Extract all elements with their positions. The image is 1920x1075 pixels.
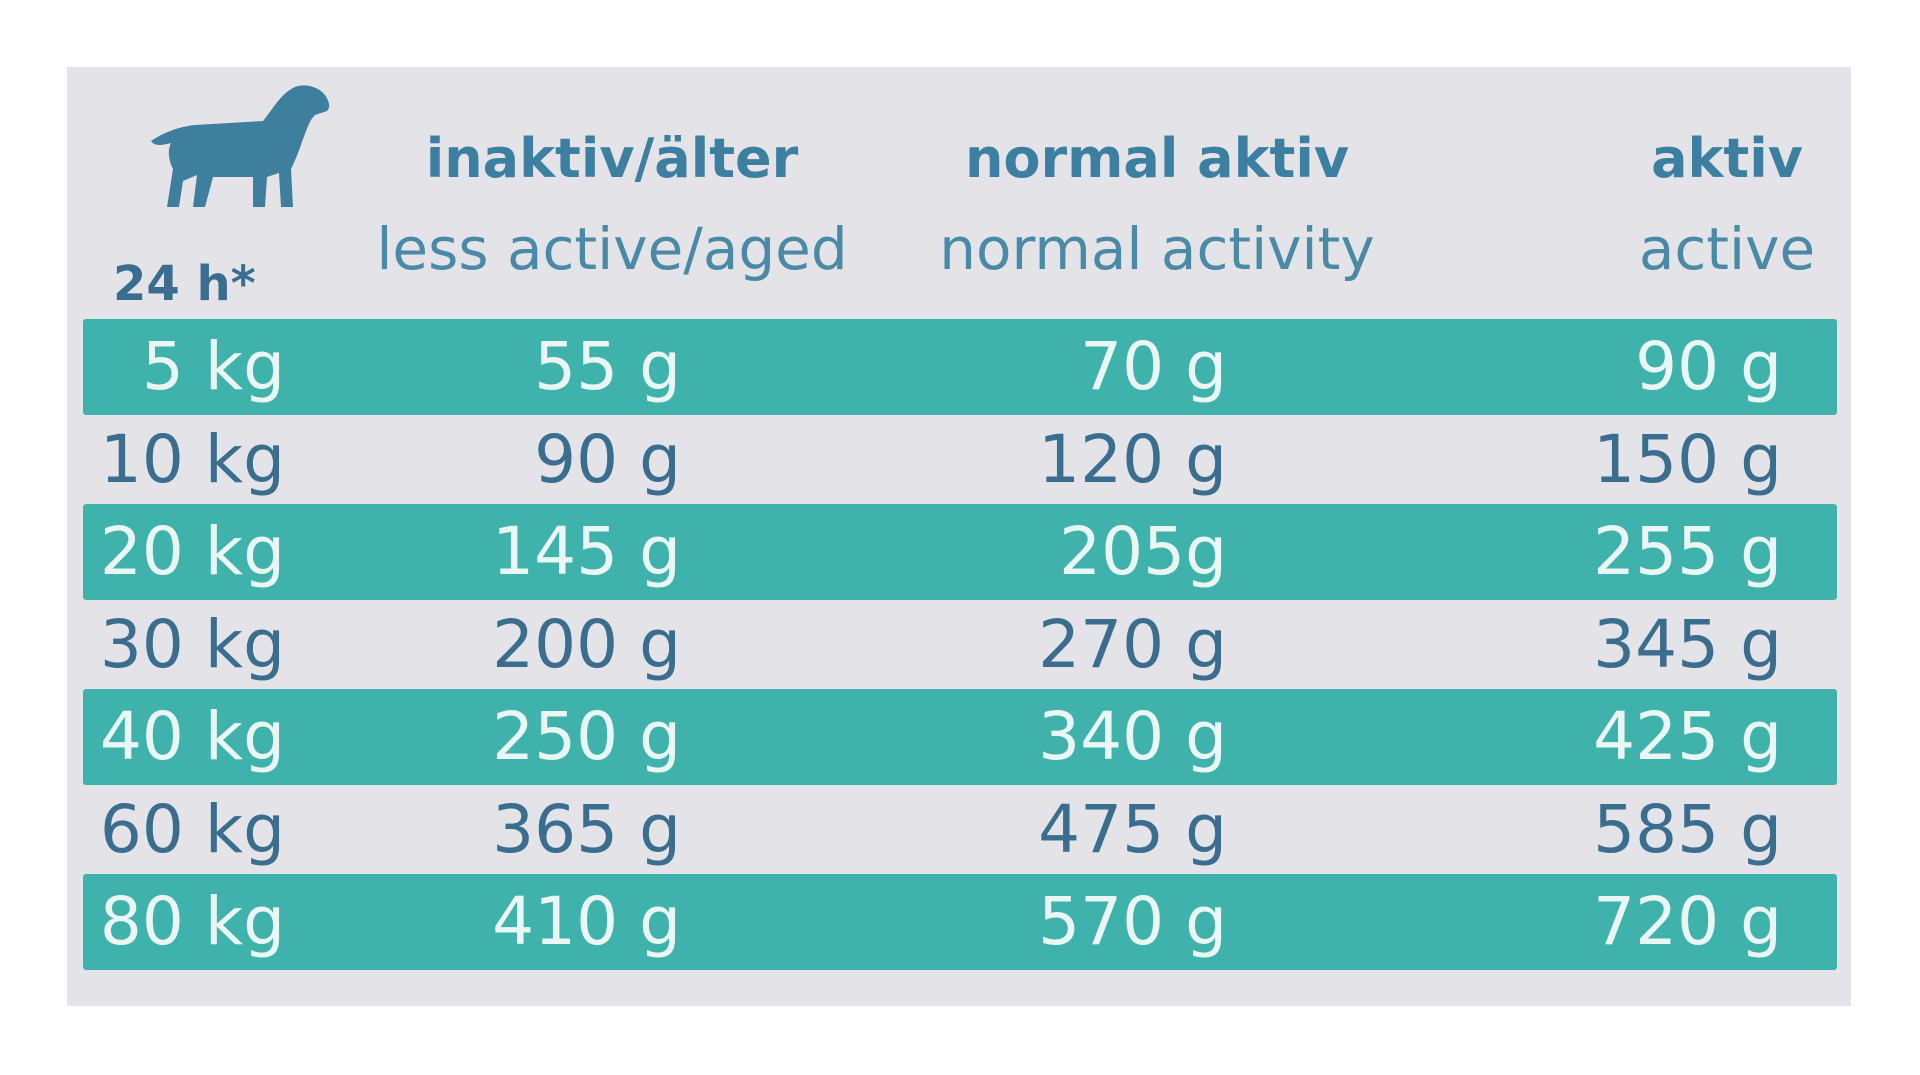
- header-german: inaktiv/älter: [425, 127, 799, 190]
- amount-cell: 585 g: [1593, 790, 1782, 868]
- row-band: [83, 874, 1837, 970]
- amount-cell: 720 g: [1593, 883, 1782, 960]
- amount-cell: 55 g: [534, 328, 681, 405]
- amount-cell: 270 g: [1038, 605, 1227, 683]
- amount-cell: 150 g: [1593, 420, 1782, 498]
- amount-cell: 70 g: [1080, 328, 1227, 405]
- amount-cell: 250 g: [492, 698, 681, 775]
- weight-cell: 20 kg: [99, 513, 285, 590]
- row-band: [83, 504, 1837, 600]
- header-english: normal activity: [939, 215, 1375, 283]
- amount-cell: 90 g: [534, 420, 681, 498]
- weight-cell: 5 kg: [141, 328, 285, 405]
- row-band: [83, 689, 1837, 785]
- weight-cell: 40 kg: [99, 698, 285, 775]
- amount-cell: 570 g: [1038, 883, 1227, 960]
- amount-cell: 410 g: [492, 883, 681, 960]
- corner-label: 24 h*: [113, 256, 256, 312]
- amount-cell: 255 g: [1593, 513, 1782, 590]
- weight-cell: 60 kg: [99, 790, 285, 868]
- amount-cell: 340 g: [1038, 698, 1227, 775]
- amount-cell: 365 g: [492, 790, 681, 868]
- dog-icon: [151, 85, 330, 207]
- amount-cell: 475 g: [1038, 790, 1227, 868]
- weight-cell: 10 kg: [99, 420, 285, 498]
- header-german: normal aktiv: [964, 127, 1350, 190]
- feeding-table: 24 h* inaktiv/älter less active/aged norma…: [67, 67, 1851, 1006]
- amount-cell: 205g: [1059, 513, 1227, 590]
- amount-cell: 425 g: [1593, 698, 1782, 775]
- weight-cell: 30 kg: [99, 605, 285, 683]
- amount-cell: 200 g: [492, 605, 681, 683]
- weight-cell: 80 kg: [99, 883, 285, 960]
- amount-cell: 345 g: [1593, 605, 1782, 683]
- header-german: aktiv: [1651, 127, 1803, 190]
- amount-cell: 90 g: [1635, 328, 1782, 405]
- row-band: [83, 319, 1837, 415]
- header-english: active: [1638, 215, 1816, 283]
- amount-cell: 145 g: [492, 513, 681, 590]
- amount-cell: 120 g: [1038, 420, 1227, 498]
- header-english: less active/aged: [376, 215, 848, 283]
